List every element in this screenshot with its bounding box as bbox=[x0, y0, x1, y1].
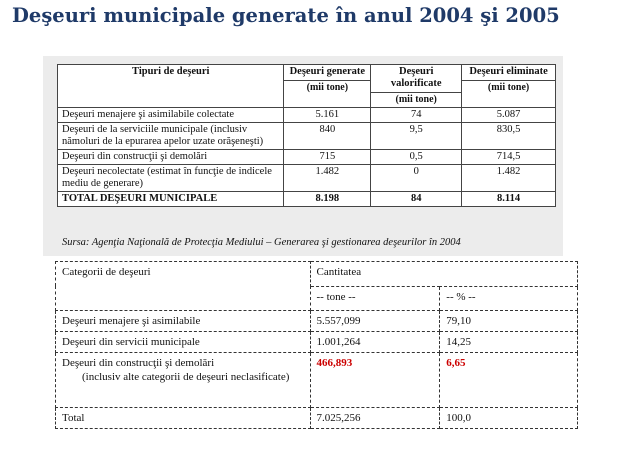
category-note: (inclusiv alte categorii de deşeuri necl… bbox=[82, 371, 290, 383]
source-note: Sursa: Agenţia Naţională de Protecţia Me… bbox=[62, 237, 461, 248]
unit-label: (mii tone) bbox=[371, 92, 462, 107]
header-quantity: Cantitatea bbox=[309, 261, 578, 287]
table-total-row: TOTAL DEŞEURI MUNICIPALE 8.198 84 8.114 bbox=[56, 191, 556, 207]
highlighted-value: 466,893 bbox=[309, 352, 441, 408]
unit-tone: -- tone -- bbox=[309, 285, 441, 311]
header-type: Tipuri de deşeuri bbox=[56, 64, 285, 108]
header-generated: Deşeuri generate (mii tone) bbox=[283, 64, 372, 108]
table-subheader-row: -- tone -- -- % -- bbox=[56, 285, 578, 311]
table-row: Deşeuri menajere şi asimilabile colectat… bbox=[56, 107, 556, 123]
table-2004: Tipuri de deşeuri Deşeuri generate (mii t… bbox=[56, 64, 556, 207]
table-row: Deşeuri menajere şi asimilabile 5.557,09… bbox=[55, 310, 578, 332]
page-title: Deşeuri municipale generate în anul 2004… bbox=[12, 4, 560, 27]
unit-label: (mii tone) bbox=[284, 80, 371, 95]
table-row: Deşeuri necolectate (estimat în funcţie … bbox=[56, 164, 556, 192]
table-header-row: Categorii de deşeuri Cantitatea bbox=[55, 261, 578, 311]
table-row: Deşeuri din servicii municipale 1.001,26… bbox=[55, 331, 578, 353]
table-row: Deşeuri din construcţii şi demolări 715 … bbox=[56, 149, 556, 165]
table-row: Deşeuri din construcţii şi demolări (inc… bbox=[55, 352, 578, 408]
category-cell: Deşeuri din construcţii şi demolări (inc… bbox=[55, 352, 311, 408]
highlighted-value: 6,65 bbox=[439, 352, 578, 408]
header-eliminated: Deşeuri eliminate (mii tone) bbox=[461, 64, 556, 108]
unit-label: (mii tone) bbox=[462, 80, 555, 95]
table-row: Deşeuri de la serviciile municipale (inc… bbox=[56, 122, 556, 150]
header-category: Categorii de deşeuri bbox=[55, 261, 311, 311]
table-total-row: Total 7.025,256 100,0 bbox=[55, 407, 578, 429]
unit-pct: -- % -- bbox=[439, 285, 578, 311]
table-2005: Categorii de deşeuri Cantitatea -- tone … bbox=[55, 261, 578, 429]
table-header-row: Tipuri de deşeuri Deşeuri generate (mii t… bbox=[56, 64, 556, 108]
header-recovered: Deşeuri valorificate (mii tone) bbox=[370, 64, 463, 108]
